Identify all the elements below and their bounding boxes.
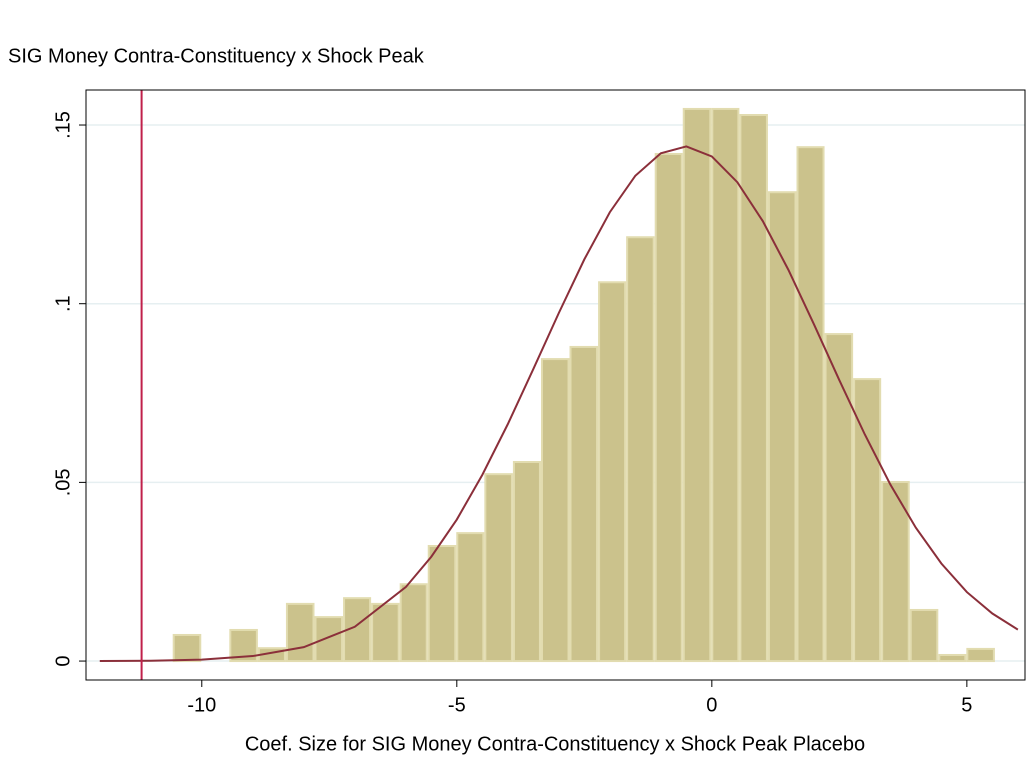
bar [739,114,768,663]
y-tick-label: .15 [52,111,74,139]
bar [654,152,683,663]
bar [796,146,825,663]
bar [626,236,655,663]
bar [881,481,910,663]
bar [512,461,541,663]
bar [767,191,797,663]
chart-title: SIG Money Contra-Constituency x Shock Pe… [8,45,425,67]
y-tick-label: 0 [52,655,74,666]
bar [598,281,627,663]
bar [399,583,428,663]
plot-frame [85,89,1026,681]
y-tick-label: .05 [52,468,74,496]
bar [314,616,344,663]
bar [427,544,457,663]
bar [569,345,599,663]
bar [909,608,939,663]
x-tick-label: -5 [448,694,466,716]
bar [938,653,967,663]
bar [853,378,882,663]
x-tick-label: -10 [187,694,216,716]
y-tick-label: .1 [52,295,74,312]
bar [172,633,202,663]
x-tick-label: 0 [706,694,717,716]
bar [966,647,995,663]
bar [484,473,513,663]
bar [711,107,740,663]
bar [824,333,854,663]
bar [371,602,400,663]
density-curve [99,145,1019,662]
bar [540,358,570,663]
bar [285,602,315,663]
bar [456,532,485,663]
x-axis-label: Coef. Size for SIG Money Contra-Constitu… [245,733,865,755]
x-tick-label: 5 [961,694,972,716]
bar [682,107,712,663]
